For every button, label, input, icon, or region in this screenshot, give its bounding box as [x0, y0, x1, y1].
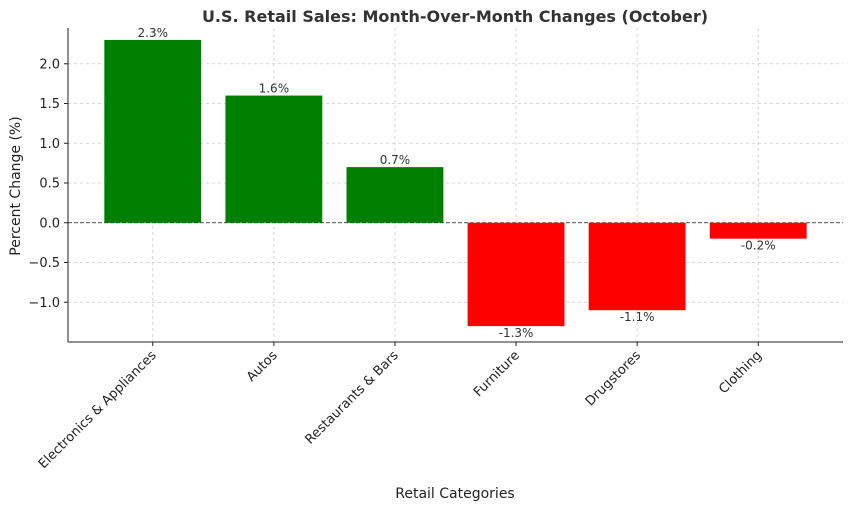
- bar-4: [588, 222, 686, 311]
- data-label-5: -0.2%: [741, 239, 776, 253]
- y-tick-label: 0.0: [39, 216, 60, 231]
- y-tick-labels: −1.0 −0.5 0.0 0.5 1.0 1.5 2.0: [28, 57, 68, 311]
- axes: [67, 28, 843, 343]
- y-tick-label: 0.5: [39, 177, 60, 192]
- bar-2: [346, 167, 444, 223]
- y-tick-label: −1.0: [28, 296, 60, 311]
- bars: [104, 39, 807, 327]
- x-tick-label: Autos: [244, 348, 281, 385]
- data-label-1: 1.6%: [259, 82, 290, 96]
- x-tick-label: Restaurants & Bars: [303, 348, 402, 447]
- bar-0: [104, 39, 202, 223]
- data-label-4: -1.1%: [620, 310, 655, 324]
- data-label-0: 2.3%: [138, 26, 169, 40]
- y-tick-label: 1.5: [39, 97, 60, 112]
- data-label-2: 0.7%: [380, 153, 411, 167]
- x-tick-label: Clothing: [716, 348, 765, 397]
- x-tick-labels: Electronics & Appliances Autos Restaurants…: [36, 342, 765, 472]
- y-tick-label: −0.5: [28, 256, 60, 271]
- data-label-3: -1.3%: [499, 326, 534, 340]
- bar-3: [467, 222, 565, 327]
- y-axis-label: Percent Change (%): [8, 116, 24, 255]
- x-tick-label: Drugstores: [583, 348, 644, 409]
- bar-1: [225, 95, 323, 223]
- y-tick-label: 1.0: [39, 137, 60, 152]
- y-tick-label: 2.0: [39, 57, 60, 72]
- x-tick-label: Electronics & Appliances: [36, 348, 160, 472]
- bar-5: [709, 222, 807, 239]
- data-labels: 2.3% 1.6% 0.7% -1.3% -1.1% -0.2%: [138, 26, 776, 340]
- x-axis-label: Retail Categories: [395, 486, 514, 502]
- chart-title: U.S. Retail Sales: Month-Over-Month Chan…: [202, 7, 708, 26]
- x-tick-label: Furniture: [471, 348, 523, 400]
